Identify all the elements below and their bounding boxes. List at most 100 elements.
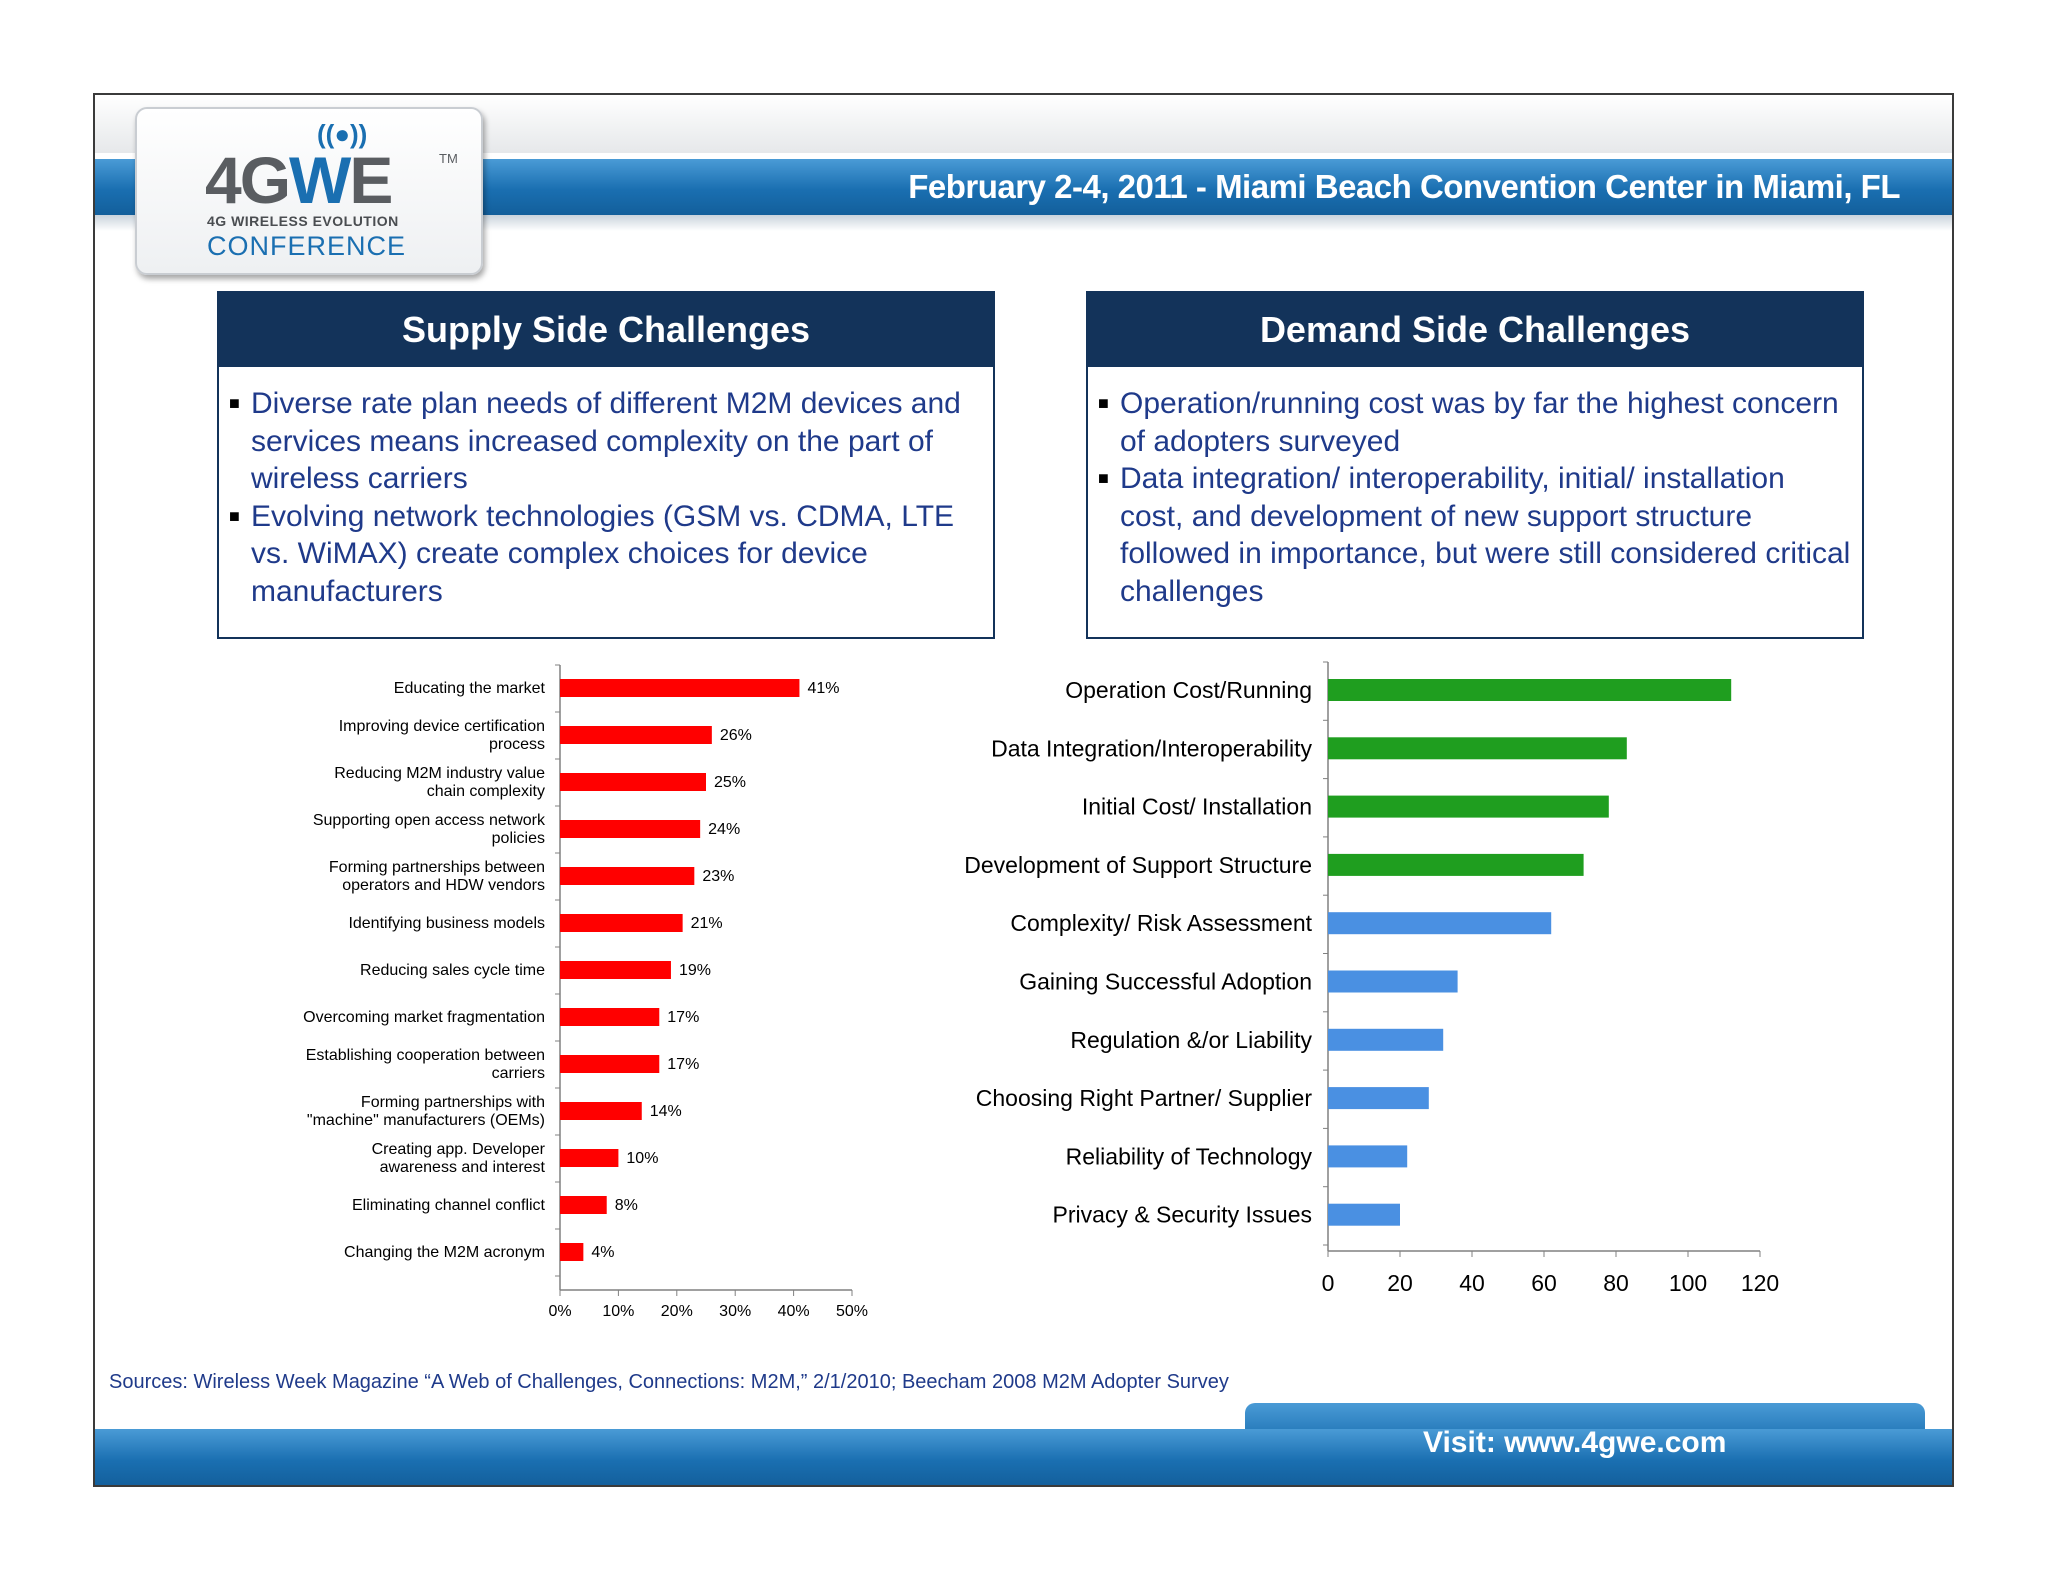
category-label-line: "machine" manufacturers (OEMs) — [307, 1112, 545, 1129]
category-label-line: Changing the M2M acronym — [344, 1244, 545, 1261]
bullet-item: ■ Data integration/ interoperability, ini… — [1098, 460, 1852, 610]
event-banner-text: February 2-4, 2011 - Miami Beach Convent… — [908, 168, 1900, 205]
supply-side-bullets: ■ Diverse rate plan needs of different M2… — [219, 367, 993, 610]
category-label-10: Creating app. Developer awareness and int… — [372, 1141, 546, 1176]
category-label-2: Initial Cost/ Installation — [1082, 794, 1312, 820]
demand-side-title: Demand Side Challenges — [1088, 293, 1862, 367]
category-label-2: Reducing M2M industry value chain complex… — [334, 765, 545, 800]
bar-12 — [560, 1243, 584, 1261]
x-tick-label-4: 80 — [1603, 1270, 1629, 1296]
demand-challenges-chart: Operation Cost/Running Data Integration/I… — [964, 661, 1779, 1296]
category-label-12: Changing the M2M acronym — [344, 1244, 545, 1261]
header-shadow — [95, 215, 1952, 231]
x-tick-label-1: 10% — [602, 1303, 634, 1320]
data-label-5: 21% — [691, 915, 723, 932]
category-label-line: Improving device certification — [339, 718, 545, 735]
data-label-7: 17% — [667, 1009, 699, 1026]
category-label-line: Creating app. Developer — [372, 1141, 546, 1158]
category-label-8: Reliability of Technology — [1066, 1143, 1313, 1169]
data-label-12: 4% — [591, 1244, 614, 1261]
category-label-line: policies — [492, 830, 545, 847]
category-label-line: Eliminating channel conflict — [352, 1197, 546, 1214]
data-label-10: 10% — [626, 1150, 658, 1167]
bar-6 — [1328, 1028, 1444, 1051]
category-label-3: Supporting open access network policies — [313, 812, 546, 847]
bar-2 — [1328, 795, 1609, 818]
category-label-line: awareness and interest — [380, 1159, 546, 1176]
bar-9 — [560, 1102, 642, 1120]
bar-0 — [560, 679, 800, 697]
logo-subtitle: 4G WIRELESS EVOLUTION — [207, 213, 399, 229]
data-label-6: 19% — [679, 962, 711, 979]
wireless-signal-icon: ((●)) — [317, 119, 368, 149]
data-label-11: 8% — [615, 1197, 638, 1214]
bar-0 — [1328, 679, 1732, 701]
bar-8 — [560, 1055, 660, 1073]
category-label-4: Complexity/ Risk Assessment — [1010, 910, 1312, 936]
x-tick-label-0: 0 — [1322, 1270, 1335, 1296]
category-label-11: Eliminating channel conflict — [352, 1197, 546, 1214]
x-tick-label-2: 40 — [1459, 1270, 1485, 1296]
category-label-9: Forming partnerships with "machine" manuf… — [307, 1094, 545, 1129]
x-tick-label-5: 100 — [1669, 1270, 1707, 1296]
logo-suffix: E — [349, 143, 393, 217]
category-label-8: Establishing cooperation between carriers — [306, 1047, 545, 1082]
category-label-3: Development of Support Structure — [964, 852, 1312, 878]
logo-prefix: 4G — [205, 143, 291, 217]
category-label-line: process — [489, 736, 545, 753]
data-label-0: 41% — [807, 680, 839, 697]
bullet-square-icon: ■ — [1098, 393, 1109, 413]
data-label-2: 25% — [714, 774, 746, 791]
supply-side-panel: Supply Side Challenges ■ Diverse rate pla… — [217, 291, 995, 639]
bar-1 — [1328, 737, 1627, 760]
category-label-4: Forming partnerships between operators an… — [329, 859, 545, 894]
bar-7 — [1328, 1087, 1429, 1110]
category-label-1: Improving device certification process — [339, 718, 545, 753]
category-label-line: carriers — [492, 1065, 545, 1082]
category-label-line: Reducing sales cycle time — [360, 962, 545, 979]
category-label-7: Choosing Right Partner/ Supplier — [976, 1085, 1313, 1111]
bar-8 — [1328, 1145, 1408, 1168]
bar-7 — [560, 1008, 660, 1026]
category-label-6: Reducing sales cycle time — [360, 962, 545, 979]
bar-3 — [560, 820, 701, 838]
x-tick-label-6: 120 — [1741, 1270, 1779, 1296]
x-tick-label-3: 30% — [719, 1303, 751, 1320]
bullet-text: Evolving network technologies (GSM vs. C… — [251, 499, 955, 608]
logo-trademark: TM — [439, 151, 458, 166]
supply-side-title: Supply Side Challenges — [219, 293, 993, 367]
bullet-item: ■ Evolving network technologies (GSM vs. … — [229, 498, 983, 611]
bullet-item: ■ Operation/running cost was by far the h… — [1098, 385, 1852, 460]
visit-website-link[interactable]: Visit: www.4gwe.com — [1423, 1426, 1727, 1459]
category-label-5: Gaining Successful Adoption — [1019, 969, 1312, 995]
category-label-line: Forming partnerships with — [361, 1094, 545, 1111]
bullet-square-icon: ■ — [229, 393, 240, 413]
category-label-9: Privacy & Security Issues — [1053, 1202, 1312, 1228]
category-label-line: chain complexity — [427, 783, 545, 800]
x-tick-label-2: 20% — [661, 1303, 693, 1320]
logo-conference: CONFERENCE — [207, 231, 407, 261]
category-label-line: Educating the market — [394, 680, 546, 697]
category-label-line: Overcoming market fragmentation — [303, 1009, 545, 1026]
bar-11 — [560, 1196, 607, 1214]
category-label-0: Operation Cost/Running — [1065, 677, 1312, 703]
bar-10 — [560, 1149, 619, 1167]
bullet-text: Diverse rate plan needs of different M2M… — [251, 387, 961, 495]
bullet-text: Operation/running cost was by far the hi… — [1120, 387, 1839, 458]
category-label-line: Reducing M2M industry value — [334, 765, 545, 782]
x-tick-label-0: 0% — [548, 1303, 571, 1320]
logo-highlight: W — [289, 143, 351, 217]
category-label-line: Supporting open access network — [313, 812, 546, 829]
category-label-line: Establishing cooperation between — [306, 1047, 545, 1064]
slide: February 2-4, 2011 - Miami Beach Convent… — [93, 93, 1954, 1487]
data-label-3: 24% — [708, 821, 740, 838]
bar-4 — [560, 867, 695, 885]
bar-6 — [560, 961, 671, 979]
category-label-7: Overcoming market fragmentation — [303, 1009, 545, 1026]
x-tick-label-5: 50% — [836, 1303, 868, 1320]
x-tick-label-3: 60 — [1531, 1270, 1557, 1296]
demand-side-panel: Demand Side Challenges ■ Operation/runnin… — [1086, 291, 1864, 639]
bar-2 — [560, 773, 706, 791]
bar-9 — [1328, 1203, 1400, 1226]
demand-side-bullets: ■ Operation/running cost was by far the h… — [1088, 367, 1862, 610]
